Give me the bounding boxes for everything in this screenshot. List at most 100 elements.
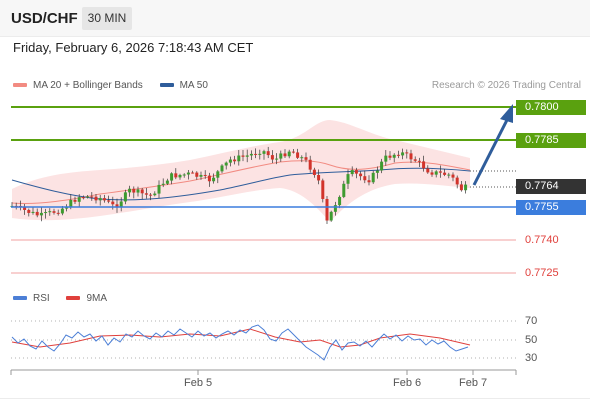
bullish-candle bbox=[262, 151, 266, 154]
bearish-candle bbox=[254, 153, 258, 155]
x-axis-label-feb6: Feb 6 bbox=[393, 377, 422, 389]
bearish-candle bbox=[283, 153, 287, 157]
bearish-candle bbox=[115, 204, 119, 208]
legend-item-ma50: MA 50 bbox=[159, 80, 208, 91]
legend-item-rsi: RSI bbox=[13, 293, 50, 304]
bearish-candle bbox=[354, 170, 358, 174]
bullish-candle bbox=[44, 212, 48, 214]
rsi-swatch bbox=[13, 296, 27, 301]
bearish-candle bbox=[27, 209, 31, 213]
bearish-candle bbox=[417, 160, 421, 162]
x-axis-label-feb5: Feb 5 bbox=[184, 377, 213, 389]
bullish-candle bbox=[65, 207, 69, 209]
bullish-candle bbox=[220, 165, 224, 172]
bullish-candle bbox=[300, 157, 304, 159]
legend-item-9ma: 9MA bbox=[66, 293, 107, 304]
bullish-candle bbox=[86, 196, 90, 198]
bullish-candle bbox=[69, 199, 73, 208]
bearish-candle bbox=[195, 172, 199, 177]
bullish-candle bbox=[249, 153, 253, 156]
projection-arrow-line bbox=[472, 117, 510, 186]
rsi-level-30: 30 bbox=[525, 352, 538, 364]
bullish-candle bbox=[153, 193, 157, 196]
bearish-candle bbox=[56, 212, 60, 214]
bearish-candle bbox=[430, 172, 434, 175]
bearish-candle bbox=[107, 200, 111, 202]
legend-label-9ma: 9MA bbox=[86, 293, 108, 304]
bullish-candle bbox=[434, 171, 438, 175]
bearish-candle bbox=[304, 157, 308, 160]
bullish-candle bbox=[216, 171, 220, 178]
bearish-candle bbox=[291, 151, 295, 153]
credit-text: Research © 2026 Trading Central bbox=[431, 80, 581, 91]
bullish-candle bbox=[350, 170, 354, 175]
bearish-candle bbox=[451, 174, 455, 178]
bearish-candle bbox=[149, 194, 153, 196]
bullish-candle bbox=[333, 205, 337, 212]
bearish-candle bbox=[296, 152, 300, 158]
bearish-candle bbox=[266, 151, 270, 156]
bearish-candle bbox=[140, 189, 144, 194]
rsi-ma-line bbox=[11, 328, 471, 348]
resistance-1-tag: 0.7785 bbox=[516, 133, 586, 148]
chart-header: USD/CHF 30 MIN bbox=[0, 0, 590, 37]
bullish-candle bbox=[392, 154, 396, 158]
bearish-candle bbox=[405, 152, 409, 154]
support-1-label: 0.7740 bbox=[525, 234, 559, 246]
bullish-candle bbox=[178, 174, 182, 178]
bullish-candle bbox=[123, 192, 127, 202]
bearish-candle bbox=[422, 161, 426, 169]
bearish-candle bbox=[359, 173, 363, 177]
legend-label-ma50: MA 50 bbox=[179, 80, 208, 91]
bearish-candle bbox=[317, 174, 321, 181]
bearish-candle bbox=[308, 159, 312, 170]
frame-bottom bbox=[0, 398, 590, 399]
x-axis-label-feb7: Feb 7 bbox=[459, 377, 488, 389]
bullish-candle bbox=[279, 153, 283, 159]
bullish-candle bbox=[371, 172, 375, 183]
bullish-candle bbox=[384, 155, 388, 162]
bullish-candle bbox=[31, 211, 35, 213]
bullish-candle bbox=[342, 183, 346, 197]
pivot-tag: 0.7755 bbox=[516, 200, 586, 215]
bullish-candle bbox=[401, 152, 405, 156]
bearish-candle bbox=[367, 180, 371, 183]
current-price-tag: 0.7764 bbox=[516, 179, 586, 194]
bullish-candle bbox=[182, 174, 186, 176]
bullish-candle bbox=[165, 180, 169, 184]
bullish-candle bbox=[224, 162, 228, 166]
bearish-candle bbox=[443, 172, 447, 175]
timeframe-button[interactable]: 30 MIN bbox=[82, 7, 132, 30]
bearish-candle bbox=[388, 155, 392, 158]
bearish-candle bbox=[312, 169, 316, 175]
bullish-candle bbox=[199, 174, 203, 177]
legend-label-rsi: RSI bbox=[33, 293, 50, 304]
bearish-candle bbox=[132, 188, 136, 193]
bearish-candle bbox=[459, 184, 463, 191]
bullish-candle bbox=[447, 174, 451, 176]
bullish-candle bbox=[287, 151, 291, 157]
bearish-candle bbox=[111, 201, 115, 205]
bullish-candle bbox=[60, 208, 64, 214]
bearish-candle bbox=[363, 176, 367, 181]
bearish-candle bbox=[94, 196, 98, 201]
rsi-legend: RSI 9MA bbox=[13, 293, 121, 304]
bullish-candle bbox=[375, 170, 379, 173]
bullish-candle bbox=[157, 184, 161, 194]
bearish-candle bbox=[81, 197, 85, 199]
bearish-candle bbox=[35, 211, 39, 216]
bearish-candle bbox=[438, 171, 442, 173]
symbol-title: USD/CHF bbox=[11, 10, 78, 27]
chart-legend: MA 20 + Bollinger Bands MA 50 bbox=[13, 80, 222, 91]
rsi-level-50: 50 bbox=[525, 334, 538, 346]
bearish-candle bbox=[455, 177, 459, 185]
ma-bollinger-swatch bbox=[13, 83, 27, 88]
bearish-candle bbox=[174, 173, 178, 178]
bullish-candle bbox=[170, 173, 174, 181]
projection-arrow-head bbox=[500, 104, 513, 123]
legend-item-ma-bollinger: MA 20 + Bollinger Bands bbox=[13, 80, 143, 91]
candlesticks bbox=[10, 146, 468, 225]
bullish-candle bbox=[128, 188, 132, 193]
rsi-line bbox=[11, 324, 469, 361]
